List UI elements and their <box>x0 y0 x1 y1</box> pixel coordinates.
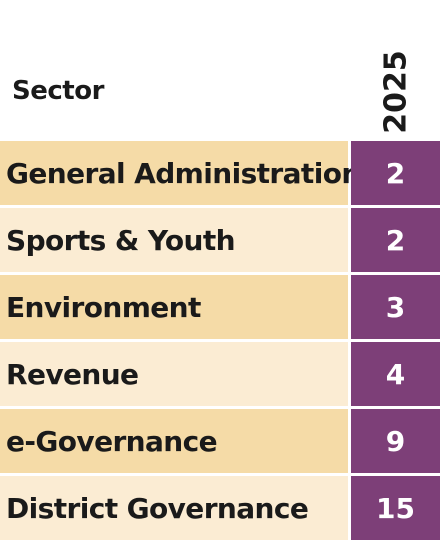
table-row: Sports & Youth 2 <box>0 208 440 272</box>
row-sector-label: Sports & Youth <box>0 208 348 272</box>
table-row: District Governance 15 <box>0 476 440 540</box>
row-value-cell: 4 <box>351 342 440 406</box>
table-row: e-Governance 9 <box>0 409 440 473</box>
row-sector-label: Environment <box>0 275 348 339</box>
row-sector-label: e-Governance <box>0 409 348 473</box>
row-sector-label: District Governance <box>0 476 348 540</box>
year-header-label: 2025 <box>378 50 414 134</box>
row-value-cell: 2 <box>351 208 440 272</box>
year-column-header: 2025 <box>352 0 440 140</box>
table-row: Environment 3 <box>0 275 440 339</box>
row-value-cell: 15 <box>351 476 440 540</box>
table-header: Sector 2025 <box>0 0 440 140</box>
row-sector-label: Revenue <box>0 342 348 406</box>
row-sector-label: General Administration <box>0 141 361 205</box>
table-row: Revenue 4 <box>0 342 440 406</box>
row-value-cell: 2 <box>351 141 440 205</box>
row-value-cell: 3 <box>351 275 440 339</box>
row-value-cell: 9 <box>351 409 440 473</box>
table-row: General Administration 2 <box>0 141 440 205</box>
sector-column-header: Sector <box>12 76 104 106</box>
